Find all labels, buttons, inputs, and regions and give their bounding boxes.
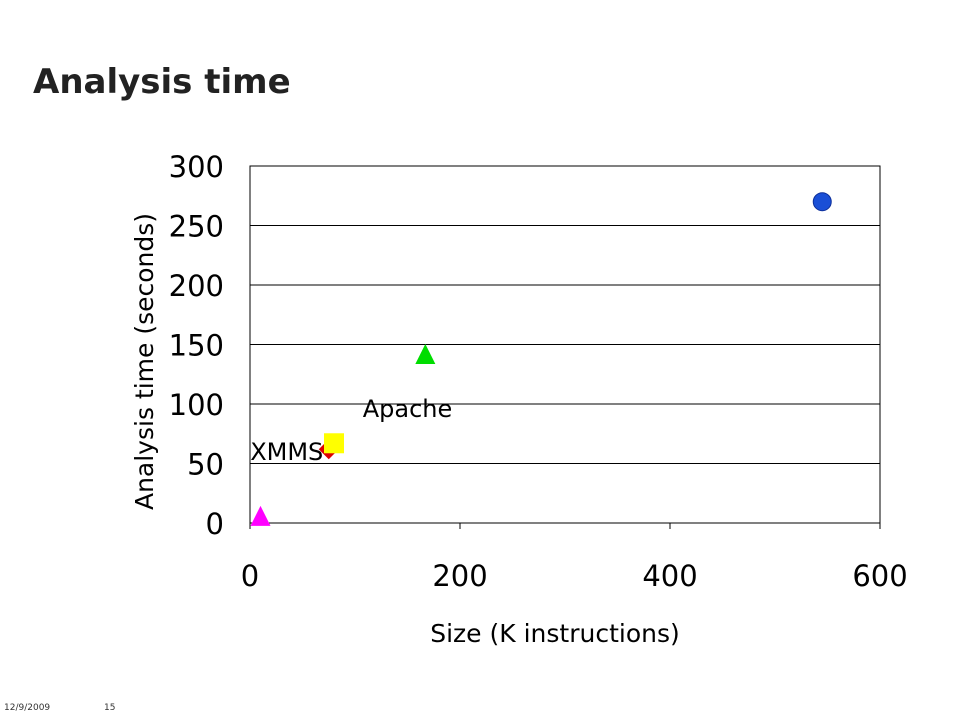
scatter-chart: 0 50 100 150 200 250 300 0 200 400 600 XMMS Apache… — [130, 150, 908, 648]
annotation-1: Apache — [363, 395, 453, 423]
y-axis-label: Analysis time (seconds) — [130, 213, 159, 510]
annotations: XMMS Apache — [250, 395, 452, 466]
x-tick-labels: 0 200 400 600 — [241, 559, 908, 593]
data-point-4-circle — [812, 192, 832, 212]
x-tick-label-400: 400 — [642, 559, 697, 593]
y-tick-label-0: 0 — [206, 507, 224, 541]
y-tick-label-100: 100 — [169, 388, 224, 422]
y-tick-label-200: 200 — [169, 269, 224, 303]
annotation-0: XMMS — [250, 438, 323, 466]
footer-page-number: 15 — [104, 703, 116, 713]
x-tick-label-0: 0 — [241, 559, 259, 593]
data-point-2-square — [324, 433, 344, 454]
x-axis-label: Size (K instructions) — [430, 619, 680, 648]
y-tick-label-150: 150 — [169, 329, 224, 363]
gridlines — [249, 225, 881, 529]
y-tick-label-300: 300 — [169, 150, 224, 184]
data-points — [250, 192, 832, 526]
y-tick-label-250: 250 — [169, 210, 224, 244]
x-tick-label-600: 600 — [852, 559, 907, 593]
slide-title: Analysis time — [33, 62, 291, 102]
data-point-0-triangle — [250, 505, 271, 526]
plot-area — [249, 165, 881, 524]
y-tick-labels: 0 50 100 150 200 250 300 — [169, 150, 224, 541]
y-tick-label-50: 50 — [187, 448, 224, 482]
x-tick-label-200: 200 — [432, 559, 487, 593]
footer-date: 12/9/2009 — [4, 703, 51, 713]
data-point-3-triangle — [415, 344, 436, 365]
